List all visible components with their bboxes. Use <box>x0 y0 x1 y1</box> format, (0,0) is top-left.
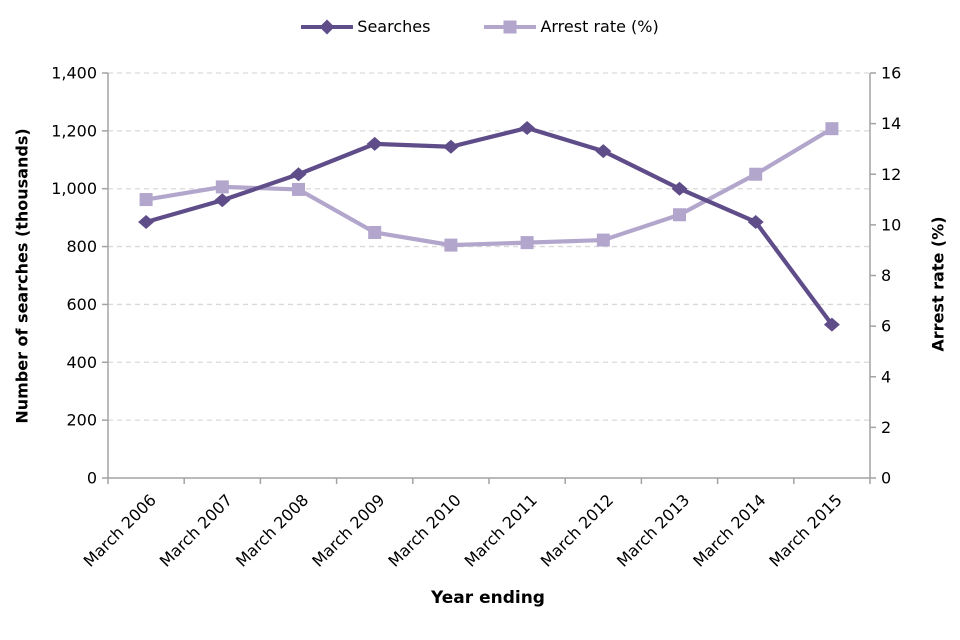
data-point-diamond <box>823 317 840 332</box>
data-point-square <box>749 167 763 181</box>
data-point-diamond <box>595 144 612 159</box>
series-line-arrest-rate <box>145 126 833 248</box>
data-point-diamond <box>366 136 383 151</box>
data-point-diamond <box>747 214 764 229</box>
x-axis-tick-label: March 2009 <box>308 490 388 570</box>
right-axis-tick-label: 10 <box>881 215 901 234</box>
x-axis-tick-label: March 2012 <box>537 490 617 570</box>
x-axis-tick-label: March 2006 <box>80 490 160 570</box>
legend-label-searches: Searches <box>357 17 431 36</box>
data-point-square <box>596 233 610 247</box>
x-axis-tick-label: March 2010 <box>384 490 464 570</box>
right-axis-tick-label: 4 <box>881 367 891 386</box>
data-point-diamond <box>214 193 231 208</box>
right-axis-tick-label: 0 <box>881 469 891 488</box>
left-axis-tick-label: 1,200 <box>51 121 97 140</box>
data-point-square <box>292 182 305 196</box>
legend-item-searches: Searches <box>301 18 430 36</box>
data-point-square <box>825 122 839 136</box>
right-axis-title: Arrest rate (%) <box>928 216 948 352</box>
right-axis-tick-label: 6 <box>881 317 891 336</box>
data-point-square <box>215 180 229 194</box>
left-axis-tick-label: 1,400 <box>51 64 97 83</box>
left-axis-tick-label: 200 <box>66 411 97 430</box>
right-axis-tick-label: 2 <box>881 418 891 437</box>
x-axis-tick-label: March 2015 <box>765 490 845 570</box>
series-line-searches <box>145 125 834 326</box>
legend-label-arrest-rate: Arrest rate (%) <box>540 17 659 36</box>
data-point-diamond <box>442 139 459 154</box>
left-axis-tick-label: 800 <box>66 237 97 256</box>
right-axis-tick-label: 8 <box>881 266 891 285</box>
data-point-square <box>139 193 153 207</box>
x-axis-tick-label: March 2013 <box>613 490 693 570</box>
left-axis-tick-label: 400 <box>66 353 97 372</box>
right-axis-tick-label: 14 <box>881 114 901 133</box>
searches-line-diamond-icon <box>301 19 354 35</box>
data-point-diamond <box>138 214 155 229</box>
arrest-rate-line-square-icon <box>484 20 537 34</box>
right-axis-tick-label: 12 <box>881 165 901 184</box>
data-point-square <box>673 208 686 222</box>
legend-item-arrest-rate: Arrest rate (%) <box>484 17 659 36</box>
data-point-diamond <box>519 120 536 135</box>
left-axis-title: Number of searches (thousands) <box>12 128 32 424</box>
x-axis-tick-label: March 2007 <box>156 490 236 570</box>
data-point-square <box>368 225 382 239</box>
left-axis-tick-label: 0 <box>87 469 97 488</box>
right-axis-tick-label: 16 <box>881 64 901 83</box>
x-axis-tick-label: March 2008 <box>232 490 312 570</box>
data-point-square <box>444 238 458 252</box>
legend: Searches Arrest rate (%) <box>0 18 960 36</box>
data-point-diamond <box>290 167 307 182</box>
data-point-diamond <box>671 181 688 196</box>
x-axis-tick-label: March 2011 <box>461 490 541 570</box>
data-point-square <box>520 236 534 250</box>
left-axis-tick-label: 1,000 <box>51 179 97 198</box>
x-axis-title: Year ending <box>431 588 545 608</box>
x-axis-tick-label: March 2014 <box>689 490 769 570</box>
left-axis-tick-label: 600 <box>66 295 97 314</box>
